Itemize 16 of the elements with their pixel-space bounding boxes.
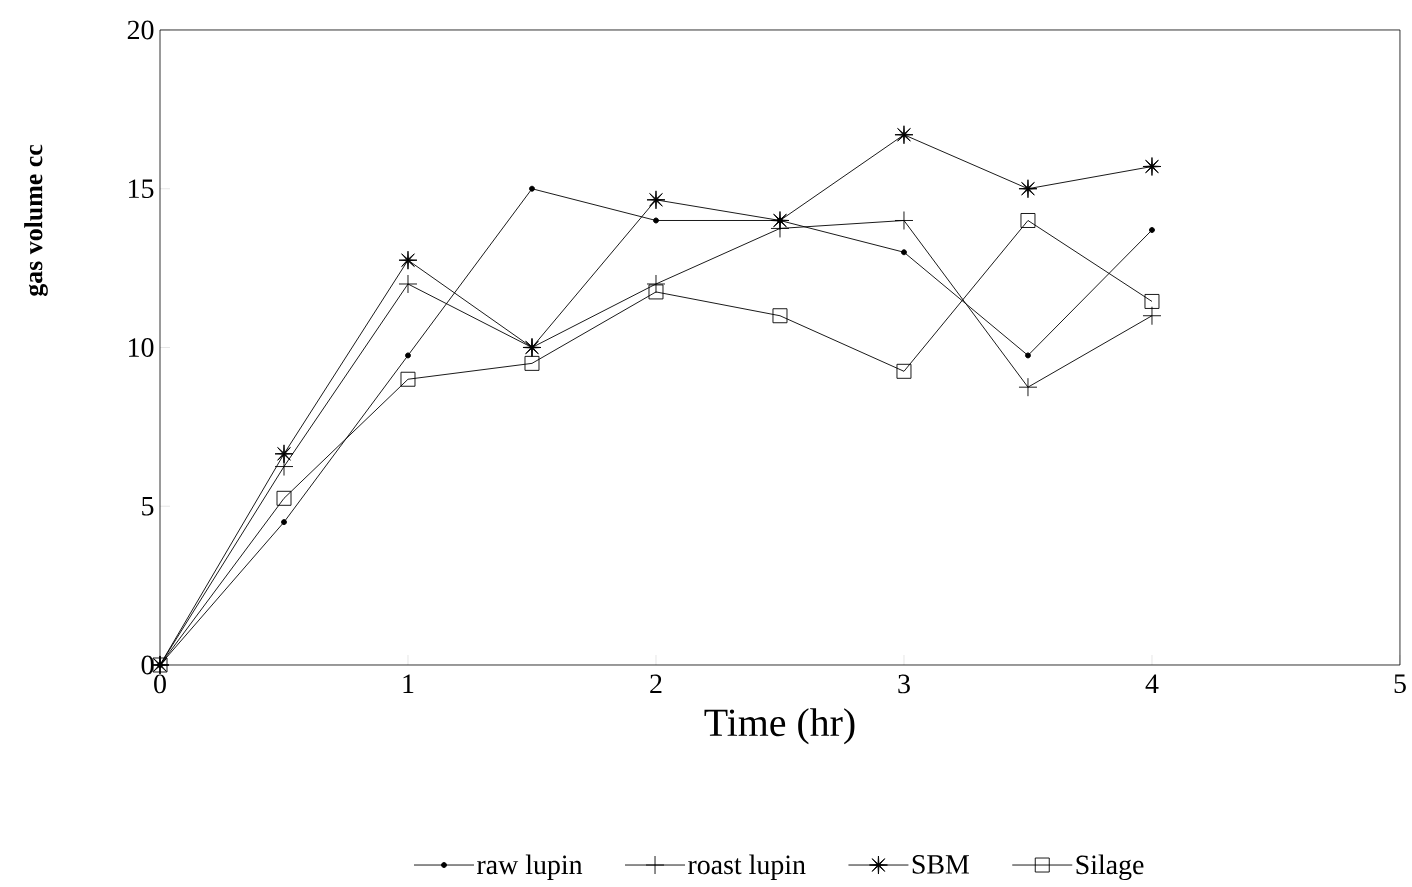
x-axis-title: Time (hr) xyxy=(704,708,855,745)
y-tick-label: 20 xyxy=(127,20,154,40)
y-axis-title: gas volume cc xyxy=(24,144,48,297)
legend-label: SBM xyxy=(912,855,969,874)
legend-label: Silage xyxy=(1076,854,1144,880)
x-tick-label: 3 xyxy=(898,674,910,694)
y-tick-label: 0 xyxy=(141,655,154,675)
legend-label: raw lupin xyxy=(477,854,583,880)
x-tick-label: 2 xyxy=(650,674,662,693)
legend-label: roast lupin xyxy=(688,854,806,880)
x-tick-label: 5 xyxy=(1394,674,1406,694)
y-tick-label: 10 xyxy=(129,338,154,357)
x-tick-label: 1 xyxy=(403,674,414,693)
y-tick-label: 15 xyxy=(129,179,154,199)
y-tick-label: 5 xyxy=(142,496,154,516)
x-tick-label: 4 xyxy=(1145,674,1159,693)
